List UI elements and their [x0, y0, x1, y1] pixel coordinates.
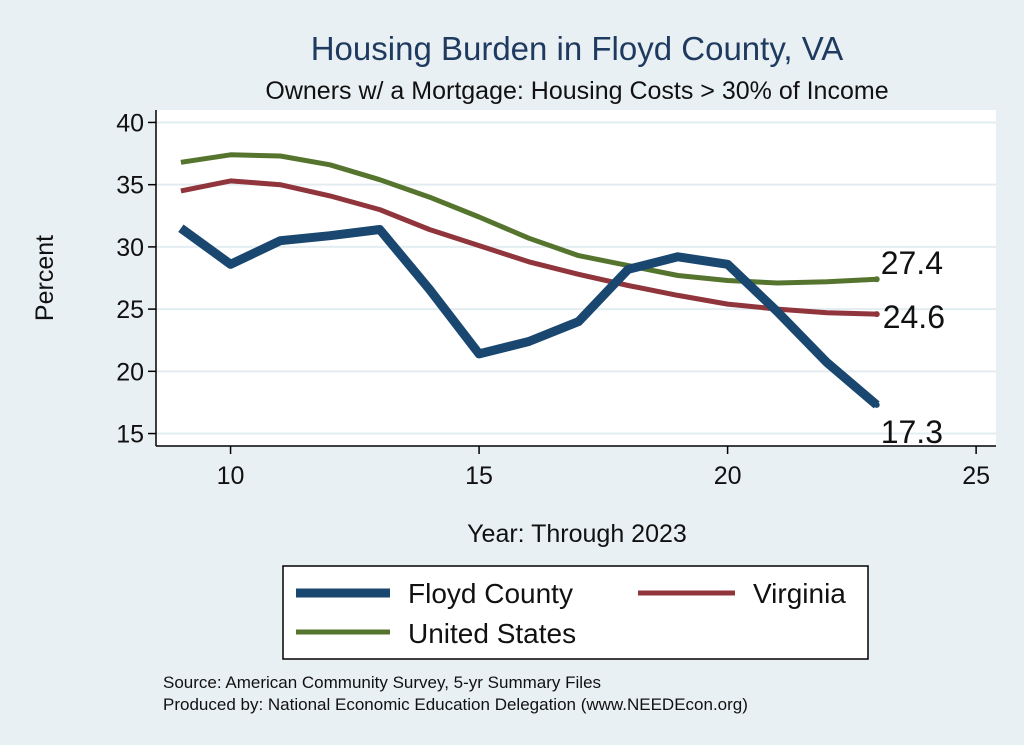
legend-label-virginia: Virginia — [753, 578, 846, 609]
x-tick-label: 10 — [217, 462, 245, 490]
x-tick-label: 25 — [962, 462, 990, 490]
chart-title: Housing Burden in Floyd County, VA — [311, 30, 844, 67]
legend-label-floyd-county: Floyd County — [408, 578, 573, 609]
end-labels: 17.3 24.6 27.4 — [881, 245, 945, 450]
legend-label-united-states: United States — [408, 618, 576, 649]
y-tick-label: 20 — [116, 358, 144, 386]
y-tick-label: 25 — [116, 296, 144, 324]
end-label-united-states: 27.4 — [881, 245, 943, 281]
x-tick-label: 15 — [465, 462, 493, 490]
grid-lines — [156, 121, 996, 435]
y-tick-label: 40 — [116, 109, 144, 137]
y-tick-label: 35 — [116, 172, 144, 200]
series-line-united-states — [180, 152, 877, 286]
end-point-floyd-county — [873, 401, 880, 408]
end-label-virginia: 24.6 — [883, 299, 945, 335]
y-axis-label: Percent — [31, 235, 59, 321]
axes: 15 20 25 30 35 40 10 15 20 25 — [116, 109, 996, 490]
produced-by-note: Produced by: National Economic Education… — [163, 695, 748, 714]
end-label-floyd-county: 17.3 — [881, 414, 943, 450]
series-layer — [178, 152, 880, 409]
chart-subtitle: Owners w/ a Mortgage: Housing Costs > 30… — [265, 77, 888, 105]
end-point-virginia — [873, 311, 880, 318]
x-tick-label: 20 — [714, 462, 742, 490]
end-point-united-states — [873, 276, 880, 283]
source-note: Source: American Community Survey, 5-yr … — [163, 673, 601, 692]
x-axis-label: Year: Through 2023 — [467, 520, 687, 548]
legend: Floyd County Virginia United States — [282, 565, 869, 660]
series-line-virginia — [180, 178, 877, 317]
series-line-floyd-county — [178, 224, 880, 409]
y-tick-label: 15 — [116, 421, 144, 449]
y-tick-label: 30 — [116, 234, 144, 262]
legend-box — [282, 565, 869, 660]
